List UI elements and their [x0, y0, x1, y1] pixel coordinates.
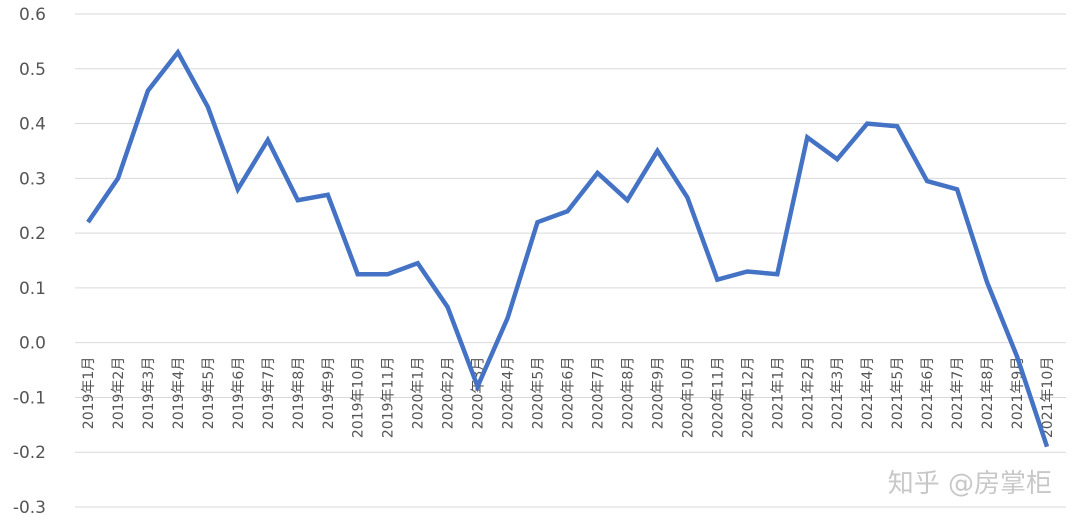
x-tick-label: 2021年3月: [830, 357, 846, 430]
y-tick-label: -0.3: [13, 498, 46, 518]
x-tick-label: 2020年9月: [650, 357, 666, 430]
x-axis: 2019年1月 2019年2月 2019年3月 2019年4月 2019年5月 2019年…: [81, 357, 1056, 438]
x-tick-label: 2020年7月: [590, 357, 606, 430]
x-tick-label: 2019年7月: [261, 357, 277, 430]
y-tick-label: 0.4: [19, 115, 46, 135]
x-tick-label: 2021年4月: [860, 357, 876, 430]
x-tick-label: 2019年5月: [201, 357, 217, 430]
x-tick-label: 2021年6月: [920, 357, 936, 430]
x-tick-label: 2021年7月: [950, 357, 966, 430]
x-tick-label: 2020年4月: [501, 357, 517, 430]
x-tick-label: 2021年1月: [770, 357, 786, 430]
x-tick-label: 2020年6月: [561, 357, 577, 430]
y-tick-label: -0.2: [13, 443, 46, 463]
y-tick-label: 0.5: [19, 60, 46, 80]
x-tick-label: 2019年10月: [351, 357, 367, 438]
gridlines: [75, 13, 1066, 508]
y-tick-label: 0.0: [19, 334, 46, 354]
x-tick-label: 2021年5月: [890, 357, 906, 430]
y-axis: 0.6 0.5 0.4 0.3 0.2 0.1 0.0 -0.1 -0.2 -0.3: [13, 5, 46, 518]
x-tick-label: 2020年11月: [710, 357, 726, 438]
x-tick-label: 2019年11月: [381, 357, 397, 438]
x-tick-label: 2020年12月: [740, 357, 756, 438]
x-tick-label: 2021年9月: [1010, 357, 1026, 430]
x-tick-label: 2020年1月: [411, 357, 427, 430]
watermark-text: 知乎 @房掌柜: [888, 469, 1052, 499]
x-tick-label: 2019年8月: [291, 357, 307, 430]
series-group: [86, 48, 1050, 448]
y-tick-label: 0.1: [19, 279, 46, 299]
x-tick-label: 2020年5月: [531, 357, 547, 430]
y-tick-label: 0.6: [19, 5, 46, 25]
x-tick-label: 2019年9月: [321, 357, 337, 430]
x-tick-label: 2019年4月: [171, 357, 187, 430]
x-tick-label: 2021年8月: [980, 357, 996, 430]
y-tick-label: -0.1: [13, 388, 46, 408]
x-tick-label: 2020年8月: [620, 357, 636, 430]
x-tick-label: 2019年3月: [141, 357, 157, 430]
x-tick-label: 2021年10月: [1040, 357, 1056, 438]
x-tick-label: 2019年1月: [81, 357, 97, 430]
x-tick-label: 2019年6月: [231, 357, 247, 430]
x-tick-label: 2020年10月: [680, 357, 696, 438]
x-tick-label: 2020年2月: [441, 357, 457, 430]
y-tick-label: 0.2: [19, 224, 46, 244]
y-tick-label: 0.3: [19, 169, 46, 189]
x-tick-label: 2019年2月: [111, 357, 127, 430]
x-tick-label: 2021年2月: [800, 357, 816, 430]
